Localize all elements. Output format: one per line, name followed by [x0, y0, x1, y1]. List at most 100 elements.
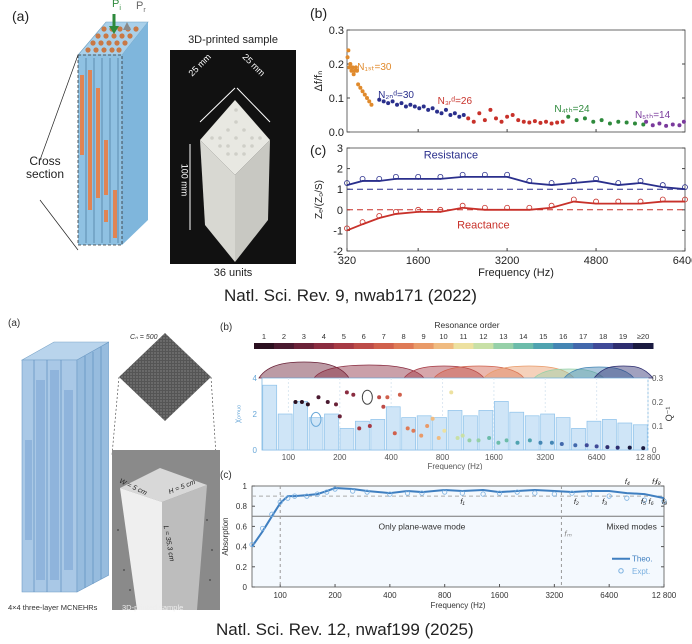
fig2c-chart: 0 0.2 0.4 0.6 0.8 1 100 200 400 800 1600 3200 6400 12… [221, 477, 677, 610]
density-ridge [258, 361, 350, 379]
data-point [448, 113, 453, 117]
x-tick-label: 800 [438, 591, 452, 600]
cross-section-label-line2: section [26, 167, 65, 181]
data-point [555, 120, 560, 125]
fm-label: fₘ [564, 530, 571, 539]
data-point [362, 92, 367, 97]
expt-marker [324, 489, 330, 495]
data-marker [376, 213, 383, 219]
x-tick-label: 1600 [485, 453, 503, 462]
bar [432, 417, 447, 451]
legend-expt-label: Expt. [632, 567, 650, 576]
y-tick-label: -1 [333, 225, 343, 237]
colorbar-label: 3 [302, 332, 306, 341]
x-axis-label: Frequency (Hz) [478, 267, 554, 279]
colorbar-label: 15 [539, 332, 547, 341]
expt-marker [314, 491, 320, 497]
y-tick-label: 2 [337, 164, 343, 176]
theo-line [251, 487, 665, 548]
density-ridge [593, 365, 654, 379]
y-tick-label: 0.1 [329, 93, 344, 105]
data-point [377, 97, 382, 102]
fig2-panel-b-label: (b) [220, 322, 233, 333]
density-ridge [403, 365, 485, 379]
fig1c-chart: -2 -1 0 1 2 3 320 1600 3200 4800 6400 Frequency (Hz… [314, 143, 692, 279]
bar [370, 419, 386, 451]
q-data-point [316, 395, 321, 400]
data-point [591, 119, 596, 124]
data-point [632, 121, 637, 126]
colorbar-segment [333, 343, 355, 349]
q-data-point [627, 445, 632, 450]
colorbar-segment [433, 343, 454, 349]
q-data-point [381, 404, 386, 409]
fig1-citation: Natl. Sci. Rev. 9, nwab171 (2022) [224, 286, 477, 305]
x-tick-label: 12 800 [652, 591, 677, 600]
bar [586, 420, 602, 451]
data-marker [415, 173, 422, 180]
data-point [482, 118, 487, 123]
colorbar-label: 12 [479, 332, 487, 341]
data-point [574, 118, 579, 123]
q-axis-indicator [361, 389, 373, 405]
x-tick-label: 3200 [495, 255, 519, 267]
expt-marker [364, 489, 370, 495]
q-data-point [299, 400, 304, 404]
q-data-point [515, 440, 520, 445]
colorbar-segment [453, 343, 474, 349]
data-point [624, 120, 629, 125]
q-data-point [615, 445, 620, 450]
y-right-tick-label: 0.1 [652, 422, 664, 431]
data-marker [504, 204, 511, 211]
legend-expt-swatch [618, 568, 624, 574]
data-point [644, 119, 649, 124]
x-tick-label: 400 [383, 591, 397, 600]
reflected-pressure-label: Pr [136, 0, 146, 15]
data-marker [637, 178, 644, 184]
data-point [532, 119, 537, 124]
data-point [471, 119, 476, 124]
x-axis-label: Frequency (Hz) [427, 462, 482, 470]
q-data-point [455, 436, 460, 440]
data-marker [393, 208, 399, 215]
data-point [527, 120, 532, 125]
x-tick-label: 100 [282, 453, 296, 462]
fig2-panel-c-label: (c) [220, 470, 232, 481]
bar [509, 411, 525, 451]
expt-marker [459, 490, 465, 496]
expt-marker [277, 499, 283, 505]
bar [555, 417, 571, 451]
x-tick-label: 200 [333, 453, 347, 462]
data-point [417, 106, 422, 111]
q-data-point [337, 414, 342, 419]
data-marker [593, 198, 599, 205]
bar [324, 413, 339, 451]
q-data-point [641, 446, 646, 451]
fig2-zoom-lines [111, 376, 217, 456]
data-point [349, 68, 354, 73]
mode-marker-label: f₁ [460, 497, 465, 506]
plot-frame [251, 485, 665, 588]
colorbar-label: 4 [322, 332, 326, 341]
data-point [348, 62, 353, 66]
data-marker [376, 176, 383, 182]
colorbar-segment [473, 343, 494, 349]
data-point [452, 111, 457, 116]
fig2-sample-photo [112, 450, 220, 610]
q-data-point [405, 426, 410, 431]
data-marker [459, 202, 466, 209]
data-marker [415, 206, 422, 213]
colorbar-segment [493, 343, 514, 349]
bar [494, 401, 509, 451]
expt-marker [285, 495, 291, 501]
colorbar-label: 19 [619, 332, 627, 341]
mode-marker-label: f₉ [662, 497, 667, 506]
fig2-cn-label: Cₙ = 500 [130, 334, 158, 341]
data-marker [570, 196, 577, 203]
y-tick-label: 1 [243, 482, 248, 491]
bar-axis-indicator [310, 411, 322, 427]
x-tick-label: 320 [338, 255, 356, 267]
data-point [650, 123, 655, 128]
data-point [599, 118, 604, 123]
plot-frame [346, 29, 686, 133]
